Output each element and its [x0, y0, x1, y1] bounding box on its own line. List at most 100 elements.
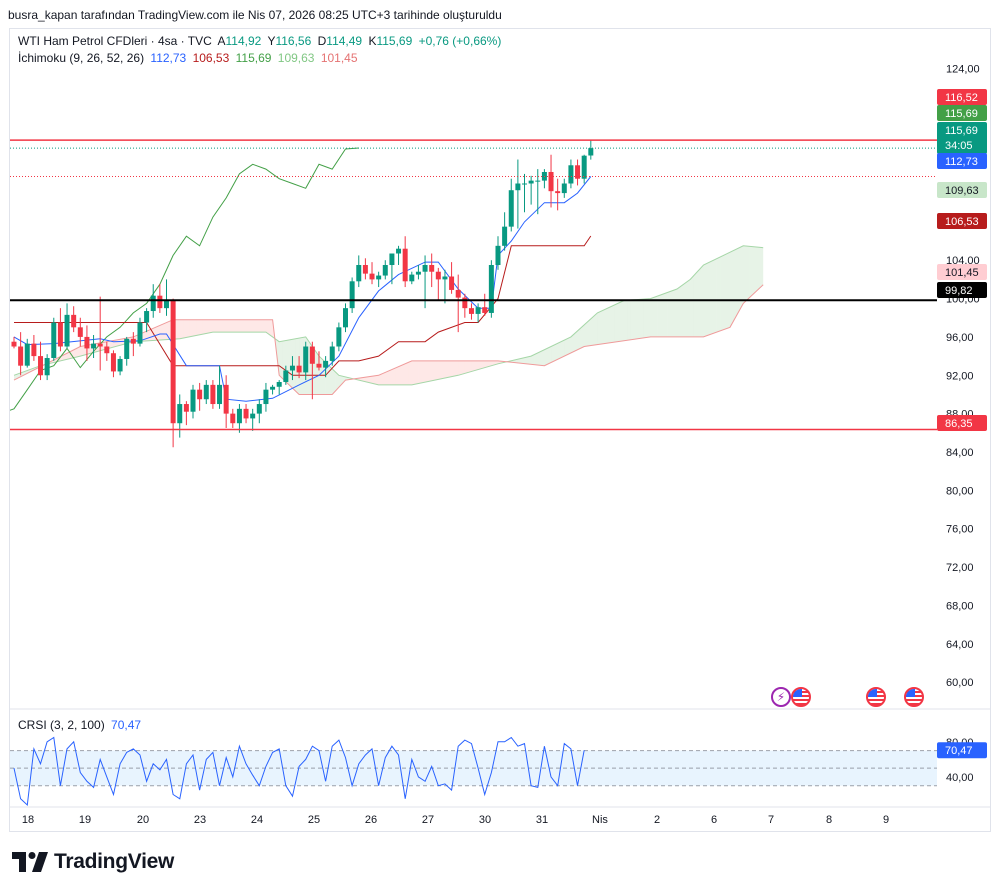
- ichimoku-cloud-segment: [743, 245, 747, 304]
- ichimoku-cloud-segment: [630, 299, 634, 340]
- candle-body: [389, 253, 395, 266]
- price-axis-badge: [937, 105, 987, 121]
- ichimoku-cloud-segment: [627, 300, 631, 341]
- price-axis-badge-value: 115,69: [945, 125, 978, 137]
- candle-body: [409, 274, 415, 282]
- ichimoku-cloud-segment: [713, 258, 717, 334]
- ichimoku-cloud-segment: [289, 339, 293, 389]
- price-axis-badge: [937, 415, 987, 431]
- ichimoku-cloud-segment: [677, 286, 681, 337]
- candle-body: [561, 183, 567, 194]
- price-axis-label: 76,00: [946, 524, 974, 536]
- candle-body: [555, 191, 561, 194]
- candle-body: [18, 346, 24, 366]
- ichimoku-cloud-segment: [587, 318, 591, 347]
- ichimoku-cloud-segment: [653, 296, 658, 337]
- ichimoku-cloud-segment: [640, 299, 644, 339]
- ichimoku-cloud-segment: [753, 246, 757, 295]
- candle-body: [568, 165, 574, 184]
- candle-body: [415, 271, 421, 275]
- change-value: +0,76 (+0,66%): [418, 34, 502, 48]
- time-axis-label: 27: [422, 814, 434, 826]
- crsi-value-badge-text: 70,47: [945, 745, 973, 757]
- ichimoku-cloud-segment: [643, 298, 648, 338]
- candle-body: [316, 363, 322, 368]
- price-axis-badge-value: 101,45: [945, 267, 979, 279]
- candle-body: [528, 180, 534, 184]
- us-flag-event-icon[interactable]: [904, 687, 924, 707]
- candle-body: [362, 265, 368, 274]
- time-axis-label: 25: [308, 814, 320, 826]
- candle-body: [323, 360, 329, 368]
- ichimoku-cloud-segment: [378, 373, 382, 385]
- candle-body: [369, 273, 375, 280]
- ichimoku-cloud-segment: [435, 360, 439, 381]
- candle-body: [38, 356, 44, 376]
- candle-body: [336, 327, 342, 347]
- ichimoku-cloud-segment: [67, 351, 71, 360]
- ichimoku-cloud-segment: [209, 319, 213, 333]
- price-axis-badge-value: 86,35: [945, 418, 973, 430]
- candle-body: [289, 365, 295, 371]
- ichimoku-cloud-segment: [706, 261, 711, 336]
- ichimoku-cloud-segment: [322, 359, 326, 395]
- time-axis-label: 31: [536, 814, 548, 826]
- ichimoku-cloud-segment: [202, 319, 207, 335]
- ichimoku-cloud-segment: [594, 312, 598, 346]
- earnings-event-icon[interactable]: ⚡: [771, 687, 791, 707]
- ichimoku-cloud-segment: [531, 354, 535, 365]
- candle-body: [217, 384, 223, 405]
- ichimoku-cloud-segment: [451, 360, 455, 377]
- us-flag-event-icon[interactable]: [866, 687, 886, 707]
- price-axis-label: 64,00: [946, 639, 974, 651]
- time-axis-label: 2: [654, 814, 660, 826]
- ichimoku-cloud-segment: [521, 357, 525, 364]
- time-axis-label: 24: [251, 814, 263, 826]
- ichimoku-cloud-segment: [269, 319, 273, 337]
- ichimoku-cloud-segment: [749, 246, 754, 298]
- tradingview-logo[interactable]: TradingView: [12, 850, 174, 874]
- ichimoku-cloud-segment: [607, 306, 611, 344]
- ichimoku-cloud-segment: [405, 362, 409, 385]
- ichimoku-cloud-segment: [464, 360, 469, 374]
- time-axis-label: 26: [365, 814, 377, 826]
- candle-body: [296, 365, 302, 373]
- time-axis-label: 9: [883, 814, 889, 826]
- ichimoku-cloud-segment: [375, 375, 379, 385]
- price-axis-badge: [937, 264, 987, 280]
- ichimoku-cloud-segment: [617, 302, 621, 342]
- ichimoku-cloud-segment: [438, 360, 442, 380]
- candle-body: [581, 155, 587, 179]
- ichimoku-cloud-segment: [693, 272, 697, 337]
- ichimoku-cloud-segment: [710, 260, 714, 335]
- ichimoku-cloud-segment: [696, 268, 701, 337]
- ichimoku-cloud-segment: [620, 300, 624, 342]
- candle-body: [124, 338, 130, 359]
- chart-caption: busra_kapan tarafından TradingView.com i…: [8, 8, 502, 22]
- ichimoku-cloud-segment: [246, 319, 250, 333]
- ichimoku-cloud-segment: [663, 292, 668, 337]
- ichimoku-cloud-segment: [604, 308, 608, 344]
- candle-body: [197, 389, 203, 400]
- ichimoku-cloud-segment: [720, 255, 724, 331]
- us-flag-event-icon[interactable]: [791, 687, 811, 707]
- candle-body: [190, 389, 196, 412]
- time-axis-label: Nis: [592, 814, 608, 826]
- ichimoku-cloud-segment: [232, 319, 237, 333]
- ichimoku-cloud-segment: [488, 360, 492, 367]
- ichimoku-cloud-segment: [193, 319, 197, 337]
- ichimoku-cloud-segment: [574, 330, 578, 352]
- close-label: K: [368, 34, 377, 48]
- candle-body: [223, 384, 229, 414]
- symbol-legend: WTI Ham Petrol CFDleri · 4sa · TVC A114,…: [18, 34, 504, 48]
- symbol-title: WTI Ham Petrol CFDleri · 4sa · TVC: [18, 34, 212, 48]
- ichimoku-cloud-segment: [637, 299, 641, 339]
- price-axis-label: 124,00: [946, 63, 980, 75]
- ichimoku-cloud-segment: [726, 252, 731, 329]
- candle-body: [203, 384, 209, 400]
- ichimoku-cloud-segment: [206, 319, 210, 334]
- candle-body: [57, 322, 63, 347]
- candle-body: [482, 307, 488, 313]
- candle-body: [31, 343, 37, 357]
